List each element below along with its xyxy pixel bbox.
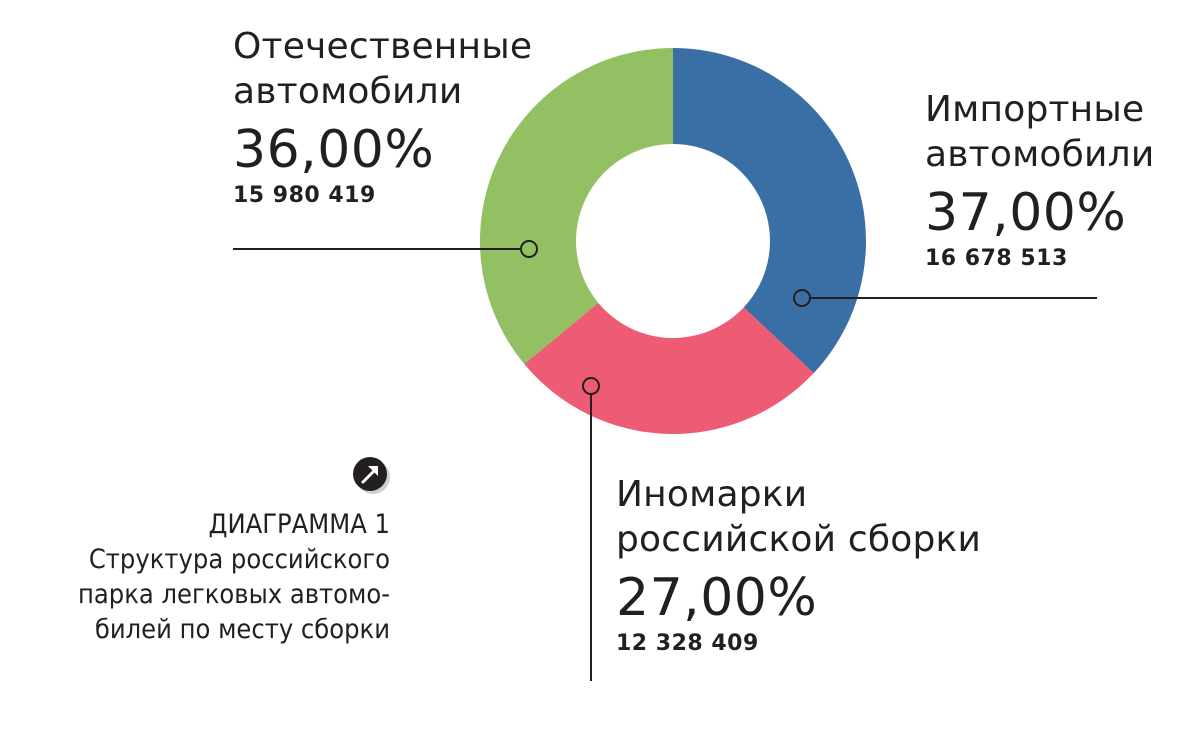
slice-percent-domestic: 36,00% [233,119,435,180]
slice-count-domestic: 15 980 419 [233,182,376,208]
slice-count-foreign: 12 328 409 [616,630,759,656]
slice-import [673,48,866,374]
leader-marker-domestic [520,240,538,258]
slice-label-domestic-line2: автомобили [233,71,463,113]
slice-label-import: Импортные автомобили 37,00% 16 678 513 [925,87,1154,271]
arrow-up-right-icon [353,457,390,494]
caption-line-1: Структура российского [88,544,390,576]
caption-line-2: парка легковых автомо- [78,579,390,611]
slice-percent-import: 37,00% [925,182,1127,243]
slice-count-import: 16 678 513 [925,245,1068,271]
donut-slices [479,48,866,434]
slice-label-foreign-line2: российской сборки [616,519,982,561]
chart-caption: ДИАГРАММА 1 Структура российского парка … [78,507,390,647]
slice-foreign [524,302,814,434]
leader-lines [233,240,1097,681]
slice-label-import-line2: автомобили [925,134,1155,176]
slice-label-foreign: Иномарки российской сборки 27,00% 12 328… [616,472,981,656]
caption-title: ДИАГРАММА 1 [208,509,390,540]
leader-marker-import [793,289,811,307]
leader-marker-foreign [582,377,600,395]
slice-label-import-line1: Импортные [925,89,1145,130]
slice-label-domestic: Отечественные автомобили 36,00% 15 980 4… [233,24,532,208]
slice-label-domestic-line1: Отечественные [233,26,533,67]
slice-domestic [479,48,673,365]
slice-percent-foreign: 27,00% [616,567,818,628]
slice-label-foreign-line1: Иномарки [616,474,808,515]
caption-line-3: билей по месту сборки [94,614,390,646]
